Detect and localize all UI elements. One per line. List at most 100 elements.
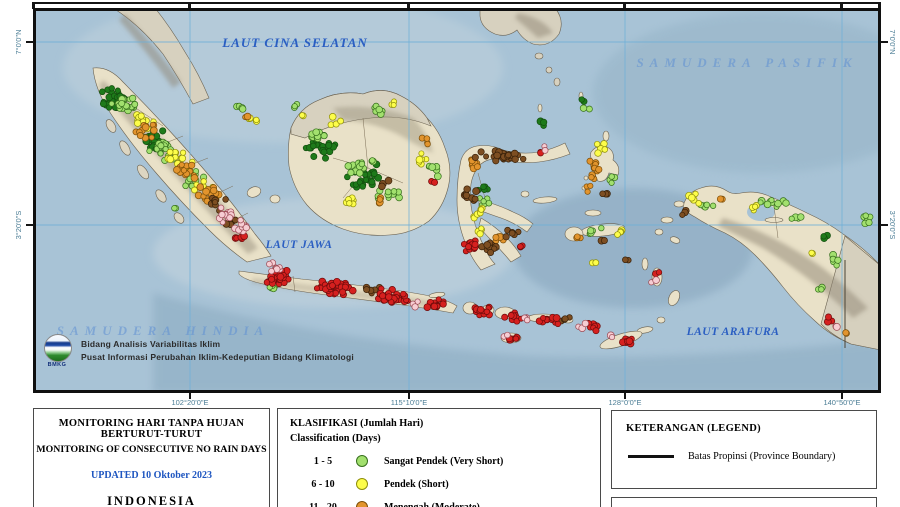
station-dot: [587, 182, 594, 189]
station-dot: [608, 334, 616, 341]
station-dot: [524, 316, 531, 324]
station-dot: [788, 215, 795, 222]
station-dot: [462, 191, 471, 199]
station-dot: [178, 154, 187, 162]
station-dot: [337, 117, 344, 125]
station-dot: [757, 199, 764, 206]
station-dot: [478, 206, 485, 213]
station-dot: [218, 211, 226, 219]
station-dot: [471, 195, 479, 203]
station-dot: [598, 224, 605, 232]
station-dot: [517, 243, 524, 250]
station-dot: [191, 186, 198, 194]
station-dot: [243, 112, 252, 121]
station-dot: [344, 162, 353, 170]
station-dot: [832, 323, 841, 331]
axis-tick: [26, 41, 34, 43]
station-dot: [322, 154, 329, 162]
station-dot: [834, 256, 842, 264]
map-collar-top-line: [33, 2, 881, 4]
station-dot: [493, 151, 501, 160]
y-axis-label: 3°20'0"S: [14, 210, 23, 240]
class-label: Pendek (Short): [384, 478, 449, 490]
station-dot: [492, 233, 500, 241]
classification-row: 6 - 10 Pendek (Short): [300, 478, 600, 490]
station-dot: [310, 153, 318, 160]
station-dot: [347, 169, 355, 177]
station-dot: [818, 286, 825, 293]
station-dot: [501, 313, 509, 321]
station-dot: [375, 105, 383, 114]
map-canvas: LAUT CINA SELATAN SAMUDERA PASIFIK LAUT JA…: [33, 8, 881, 393]
station-dot: [320, 148, 328, 156]
station-dot: [652, 276, 660, 284]
station-dot: [349, 286, 357, 295]
station-dot: [159, 127, 167, 135]
class-swatch-short: [356, 478, 368, 490]
classification-header-en: Classification (Days): [290, 433, 381, 444]
station-dot: [378, 182, 386, 191]
station-dot: [552, 314, 561, 322]
station-dot: [716, 195, 725, 203]
station-dot: [370, 170, 378, 177]
station-dot: [253, 116, 260, 124]
station-dot: [328, 113, 337, 121]
station-dot: [212, 199, 219, 206]
station-dot: [502, 233, 510, 241]
legend-row: Batas Propinsi (Province Boundary): [628, 451, 876, 462]
station-dot: [820, 233, 827, 240]
sea-label: LAUT JAWA: [265, 239, 333, 251]
station-dot: [180, 149, 187, 156]
y-axis-label: 3°20'0"S: [888, 210, 897, 240]
station-dot: [150, 126, 158, 135]
station-dot: [594, 140, 601, 148]
station-dot: [368, 178, 376, 186]
country-label: INDONESIA: [107, 494, 196, 507]
station-dot: [505, 151, 512, 159]
station-dot: [242, 224, 250, 232]
station-dot: [423, 135, 431, 142]
collar-tick: [407, 2, 410, 9]
station-dot: [129, 94, 137, 102]
station-dot: [540, 314, 547, 322]
station-dot: [504, 331, 511, 339]
station-dot: [291, 103, 298, 110]
axis-tick: [26, 224, 34, 226]
station-dot: [411, 303, 419, 311]
station-dot: [200, 178, 207, 185]
graticule-layer: [33, 8, 881, 393]
station-dot: [594, 149, 602, 157]
station-dot: [483, 241, 491, 249]
station-dot: [655, 269, 663, 276]
station-dot: [485, 199, 493, 207]
x-axis-label: 102°20'0"E: [171, 398, 209, 407]
station-dot: [188, 161, 196, 169]
station-dot: [99, 100, 107, 108]
station-dot: [477, 148, 485, 156]
station-dot: [622, 256, 629, 264]
station-dot: [148, 134, 155, 141]
title-panel: MONITORING HARI TANPA HUJAN BERTURUT-TUR…: [33, 408, 270, 507]
station-dot: [268, 275, 275, 283]
sea-label: LAUT ARAFURA: [686, 326, 780, 338]
classification-row: 1 - 5 Sangat Pendek (Very Short): [300, 455, 600, 467]
axis-tick: [841, 393, 843, 399]
station-dot: [428, 163, 437, 171]
station-dot: [171, 205, 178, 212]
stations-layer: [99, 85, 874, 348]
station-dot: [385, 293, 393, 301]
station-dot: [752, 203, 759, 210]
collar-tick: [32, 2, 35, 9]
station-dot: [217, 204, 225, 211]
station-dot: [511, 155, 519, 163]
province-boundary-line-icon: [628, 455, 674, 458]
station-dot: [390, 188, 398, 195]
station-dot: [703, 201, 711, 209]
station-dot: [688, 193, 696, 202]
map-border: [33, 8, 881, 393]
station-dot: [134, 119, 142, 127]
station-dot: [862, 212, 869, 219]
station-dot: [763, 200, 772, 209]
y-axis-label: 7°0'0"N: [14, 29, 23, 55]
station-dot: [561, 315, 569, 323]
